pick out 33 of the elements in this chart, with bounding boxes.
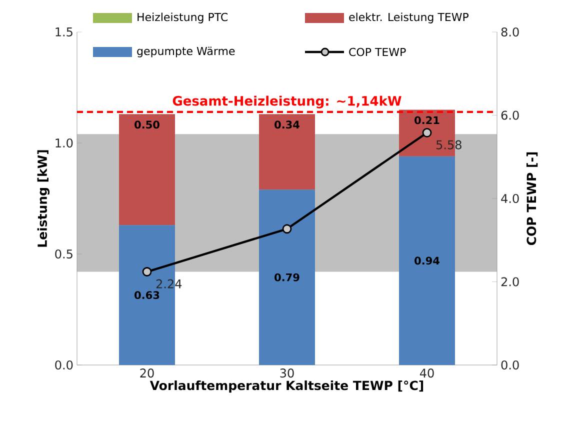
y-tick-label: 1.5 (56, 28, 72, 36)
data-label: 0.79 (274, 273, 300, 282)
ref-line-label: Gesamt-Heizleistung: ~1,14kW (172, 96, 402, 108)
y-axis-title: Leistung [kW] (37, 150, 50, 247)
x-tick-label: 30 (280, 368, 294, 378)
y-tick-label: 0.5 (55, 249, 72, 259)
point (142, 267, 152, 276)
y2-tick-label: 2.0 (501, 277, 519, 286)
bar (259, 114, 315, 190)
y2-tick-label: 4.0 (501, 194, 519, 204)
data-label: 0.21 (414, 116, 440, 124)
legend-label: Heizleistung PTC (138, 12, 228, 24)
bar (259, 190, 315, 365)
bar (399, 156, 455, 365)
bar (119, 114, 175, 226)
y-tick-label: 0.0 (55, 360, 73, 370)
y-tick-label: 1.0 (56, 138, 73, 148)
legend-label: elektr. Leistung TEWP (349, 12, 469, 24)
data-label: 0.34 (274, 120, 300, 129)
data-label: 0.63 (134, 291, 160, 300)
point (422, 128, 432, 138)
legend-label: COP TEWP (349, 48, 406, 56)
x-axis-title: Vorlauftemperatur Kaltseite TEWP [°C] (150, 380, 424, 393)
x-tick-label: 20 (140, 368, 154, 378)
y2-axis-title: COP TEWP [-] (526, 152, 538, 246)
y2-tick-label: 6.0 (501, 110, 519, 120)
data-label: 0.50 (134, 120, 160, 129)
y2-tick-label: 8.0 (501, 27, 519, 37)
legend-label: gepumpte Wärme (137, 46, 235, 58)
x-tick-label: 40 (420, 368, 434, 378)
data-label: 0.94 (414, 256, 440, 265)
point (282, 224, 292, 234)
y2-tick-label: 0.0 (501, 360, 519, 370)
